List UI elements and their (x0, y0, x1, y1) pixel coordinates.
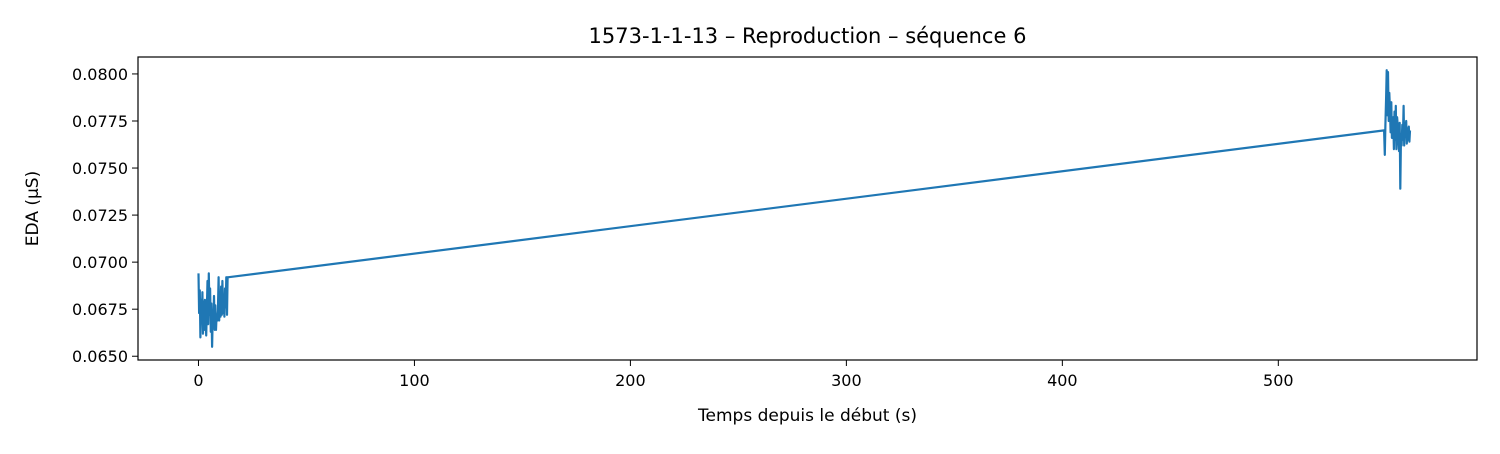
y-tick-label: 0.0775 (72, 112, 128, 131)
x-axis-label: Temps depuis le début (s) (697, 406, 917, 426)
x-tick-label: 400 (1047, 371, 1078, 390)
x-tick-label: 200 (615, 371, 646, 390)
x-tick-label: 300 (831, 371, 862, 390)
y-tick-label: 0.0750 (72, 159, 128, 178)
x-tick-label: 0 (193, 371, 203, 390)
y-tick-label: 0.0650 (72, 347, 128, 366)
series-line (197, 69, 1412, 348)
y-axis-ticks: 0.0650 0.0675 0.0700 0.0725 0.0750 0.0775 0.08… (72, 65, 138, 366)
plot-frame (137, 56, 1478, 361)
y-tick-label: 0.0675 (72, 300, 128, 319)
x-tick-label: 500 (1263, 371, 1294, 390)
y-tick-label: 0.0700 (72, 253, 128, 272)
y-axis-label: EDA (µS) (23, 171, 43, 246)
y-tick-label: 0.0800 (72, 65, 128, 84)
plot-series (197, 69, 1412, 348)
chart-title: 1573-1-1-13 – Reproduction – séquence 6 (589, 24, 1027, 48)
y-tick-label: 0.0725 (72, 206, 128, 225)
x-tick-label: 100 (399, 371, 430, 390)
x-axis-ticks: 0 100 200 300 400 500 (193, 360, 1294, 390)
